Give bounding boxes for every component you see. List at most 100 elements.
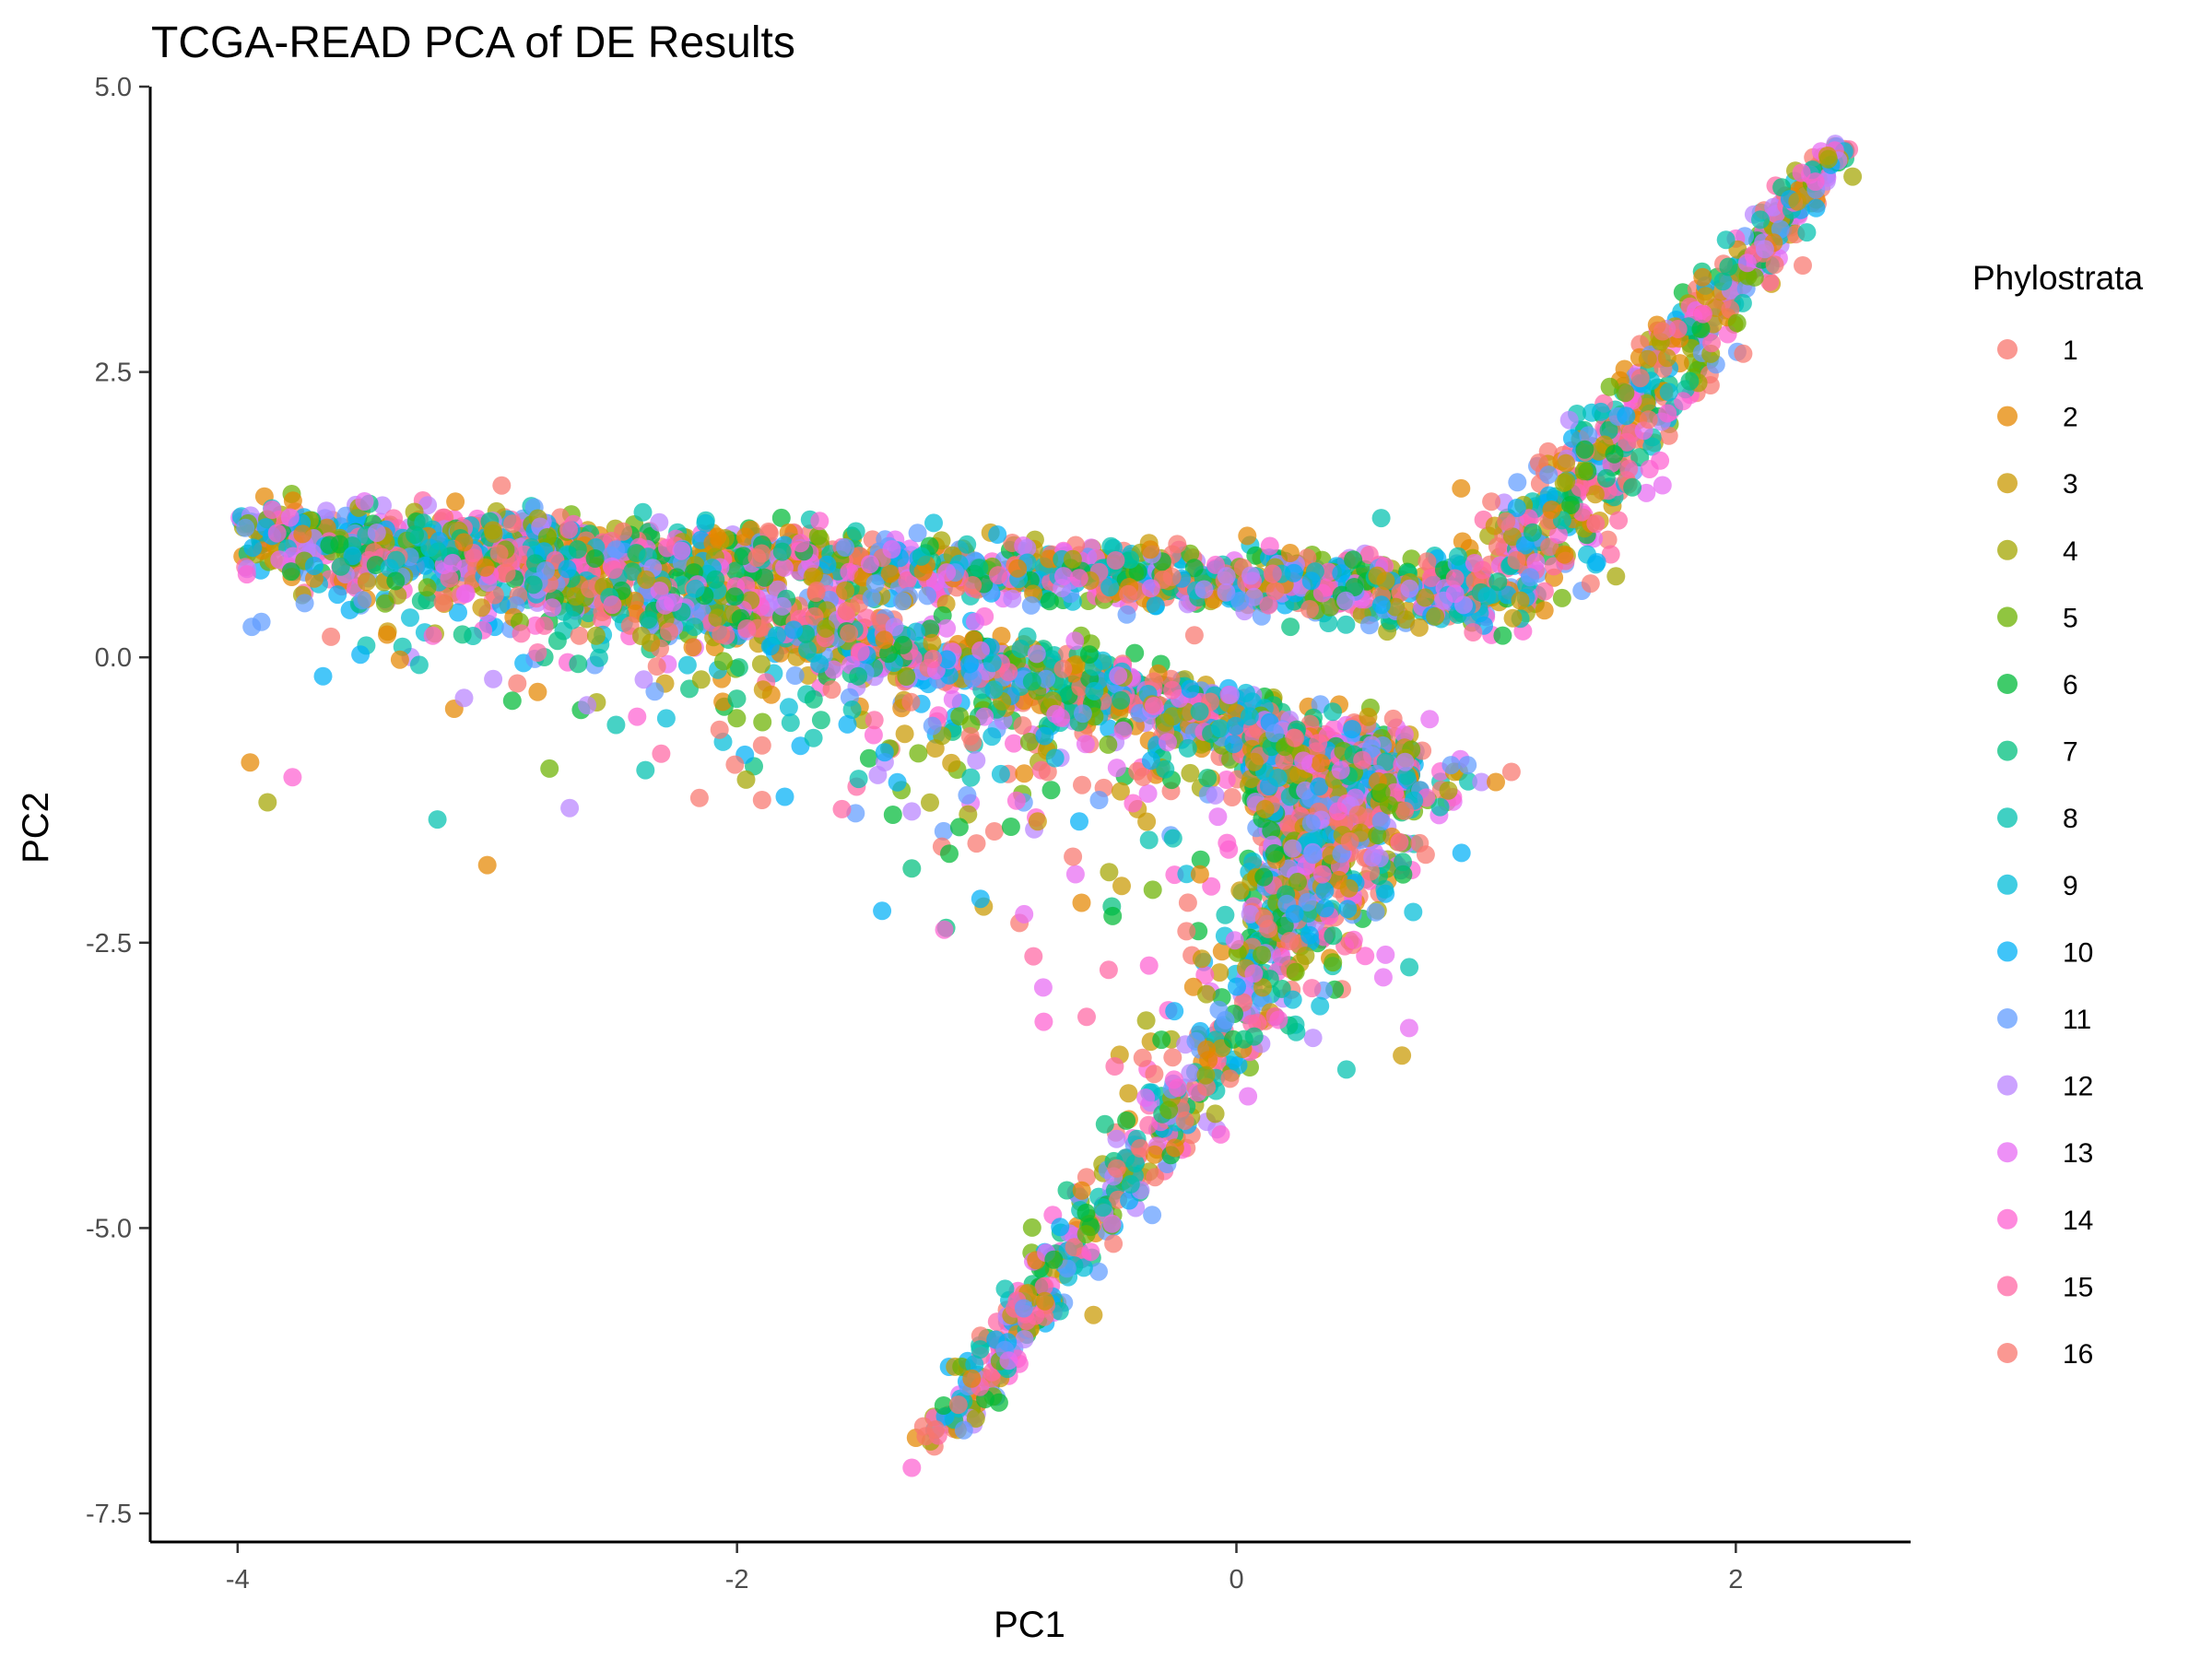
data-point bbox=[1260, 536, 1279, 556]
data-point bbox=[1395, 801, 1415, 820]
data-point bbox=[1146, 596, 1165, 616]
data-point bbox=[1210, 963, 1230, 982]
data-point bbox=[1344, 550, 1363, 570]
data-point bbox=[1113, 721, 1133, 740]
data-point bbox=[343, 547, 362, 566]
data-point bbox=[883, 806, 902, 824]
data-point bbox=[1102, 1214, 1122, 1233]
data-point bbox=[1121, 550, 1139, 569]
data-point bbox=[1311, 996, 1330, 1016]
data-point bbox=[1217, 582, 1236, 602]
data-point bbox=[528, 682, 547, 701]
data-point bbox=[1265, 843, 1284, 863]
data-point bbox=[912, 547, 931, 566]
data-point bbox=[508, 674, 527, 693]
data-point bbox=[1230, 881, 1250, 900]
data-point bbox=[418, 578, 437, 597]
data-point bbox=[1501, 762, 1521, 782]
data-point bbox=[547, 631, 567, 651]
data-point bbox=[1211, 1124, 1230, 1144]
data-point bbox=[1018, 538, 1037, 558]
data-point bbox=[1285, 904, 1304, 924]
data-point bbox=[849, 770, 868, 789]
data-point bbox=[569, 654, 588, 674]
data-point bbox=[1395, 752, 1415, 771]
data-point bbox=[1137, 812, 1157, 831]
data-point bbox=[975, 707, 994, 726]
data-point bbox=[1336, 615, 1356, 634]
data-point bbox=[558, 559, 577, 579]
data-point bbox=[784, 620, 804, 640]
data-point bbox=[1053, 659, 1073, 678]
data-point bbox=[1145, 697, 1163, 715]
data-point bbox=[1224, 735, 1243, 754]
data-point bbox=[1141, 751, 1160, 771]
data-point bbox=[1426, 606, 1445, 626]
data-point bbox=[1065, 1238, 1084, 1257]
data-point bbox=[1396, 610, 1416, 629]
data-point bbox=[906, 622, 925, 641]
data-point bbox=[1340, 832, 1359, 851]
data-point bbox=[317, 501, 336, 521]
data-point bbox=[817, 618, 835, 638]
data-point bbox=[1107, 1159, 1126, 1178]
data-point bbox=[882, 540, 901, 559]
data-point bbox=[1309, 734, 1328, 753]
data-point bbox=[322, 627, 341, 646]
data-point bbox=[1373, 968, 1393, 987]
data-point bbox=[472, 598, 491, 618]
data-point bbox=[1339, 878, 1359, 898]
data-point bbox=[880, 564, 900, 583]
data-point bbox=[1312, 865, 1332, 884]
data-point bbox=[1125, 643, 1145, 663]
data-point bbox=[280, 508, 300, 527]
data-point bbox=[1311, 754, 1330, 772]
data-point bbox=[851, 642, 870, 662]
data-point bbox=[1336, 1060, 1356, 1079]
data-point bbox=[401, 608, 419, 628]
data-point bbox=[836, 581, 854, 600]
data-point bbox=[1300, 925, 1319, 945]
data-point bbox=[536, 561, 555, 580]
data-point bbox=[923, 716, 942, 735]
data-point bbox=[454, 688, 474, 708]
data-point bbox=[1386, 597, 1406, 617]
data-point bbox=[971, 1340, 990, 1359]
data-point bbox=[691, 670, 711, 689]
data-point bbox=[283, 491, 302, 511]
data-point bbox=[805, 606, 824, 626]
data-point bbox=[375, 594, 394, 613]
data-point bbox=[1136, 1088, 1156, 1107]
data-point bbox=[1177, 865, 1196, 884]
data-point bbox=[1064, 847, 1083, 866]
data-point bbox=[1338, 900, 1358, 919]
data-point bbox=[1051, 1218, 1070, 1237]
data-point bbox=[736, 770, 756, 789]
data-point bbox=[484, 524, 503, 543]
data-point bbox=[1226, 716, 1245, 735]
data-point bbox=[943, 689, 962, 709]
data-point bbox=[1244, 1027, 1264, 1046]
data-point bbox=[960, 654, 979, 674]
data-point bbox=[476, 558, 495, 577]
data-point bbox=[865, 574, 885, 594]
data-point bbox=[489, 544, 509, 563]
data-point bbox=[1019, 732, 1039, 751]
data-point bbox=[1217, 567, 1236, 586]
data-point bbox=[1106, 551, 1125, 570]
data-point bbox=[1001, 818, 1020, 836]
data-point bbox=[772, 542, 792, 561]
data-point bbox=[1124, 794, 1143, 813]
data-point bbox=[1197, 1040, 1217, 1059]
data-point bbox=[949, 818, 969, 837]
data-point bbox=[1430, 797, 1450, 817]
data-point bbox=[971, 1326, 990, 1346]
data-point bbox=[1371, 782, 1391, 802]
data-point bbox=[1552, 588, 1571, 607]
data-point bbox=[1003, 589, 1022, 608]
data-point bbox=[1111, 782, 1130, 801]
data-point bbox=[1265, 582, 1285, 601]
data-point bbox=[313, 666, 333, 686]
data-point bbox=[1225, 931, 1244, 950]
data-point bbox=[1163, 680, 1182, 700]
